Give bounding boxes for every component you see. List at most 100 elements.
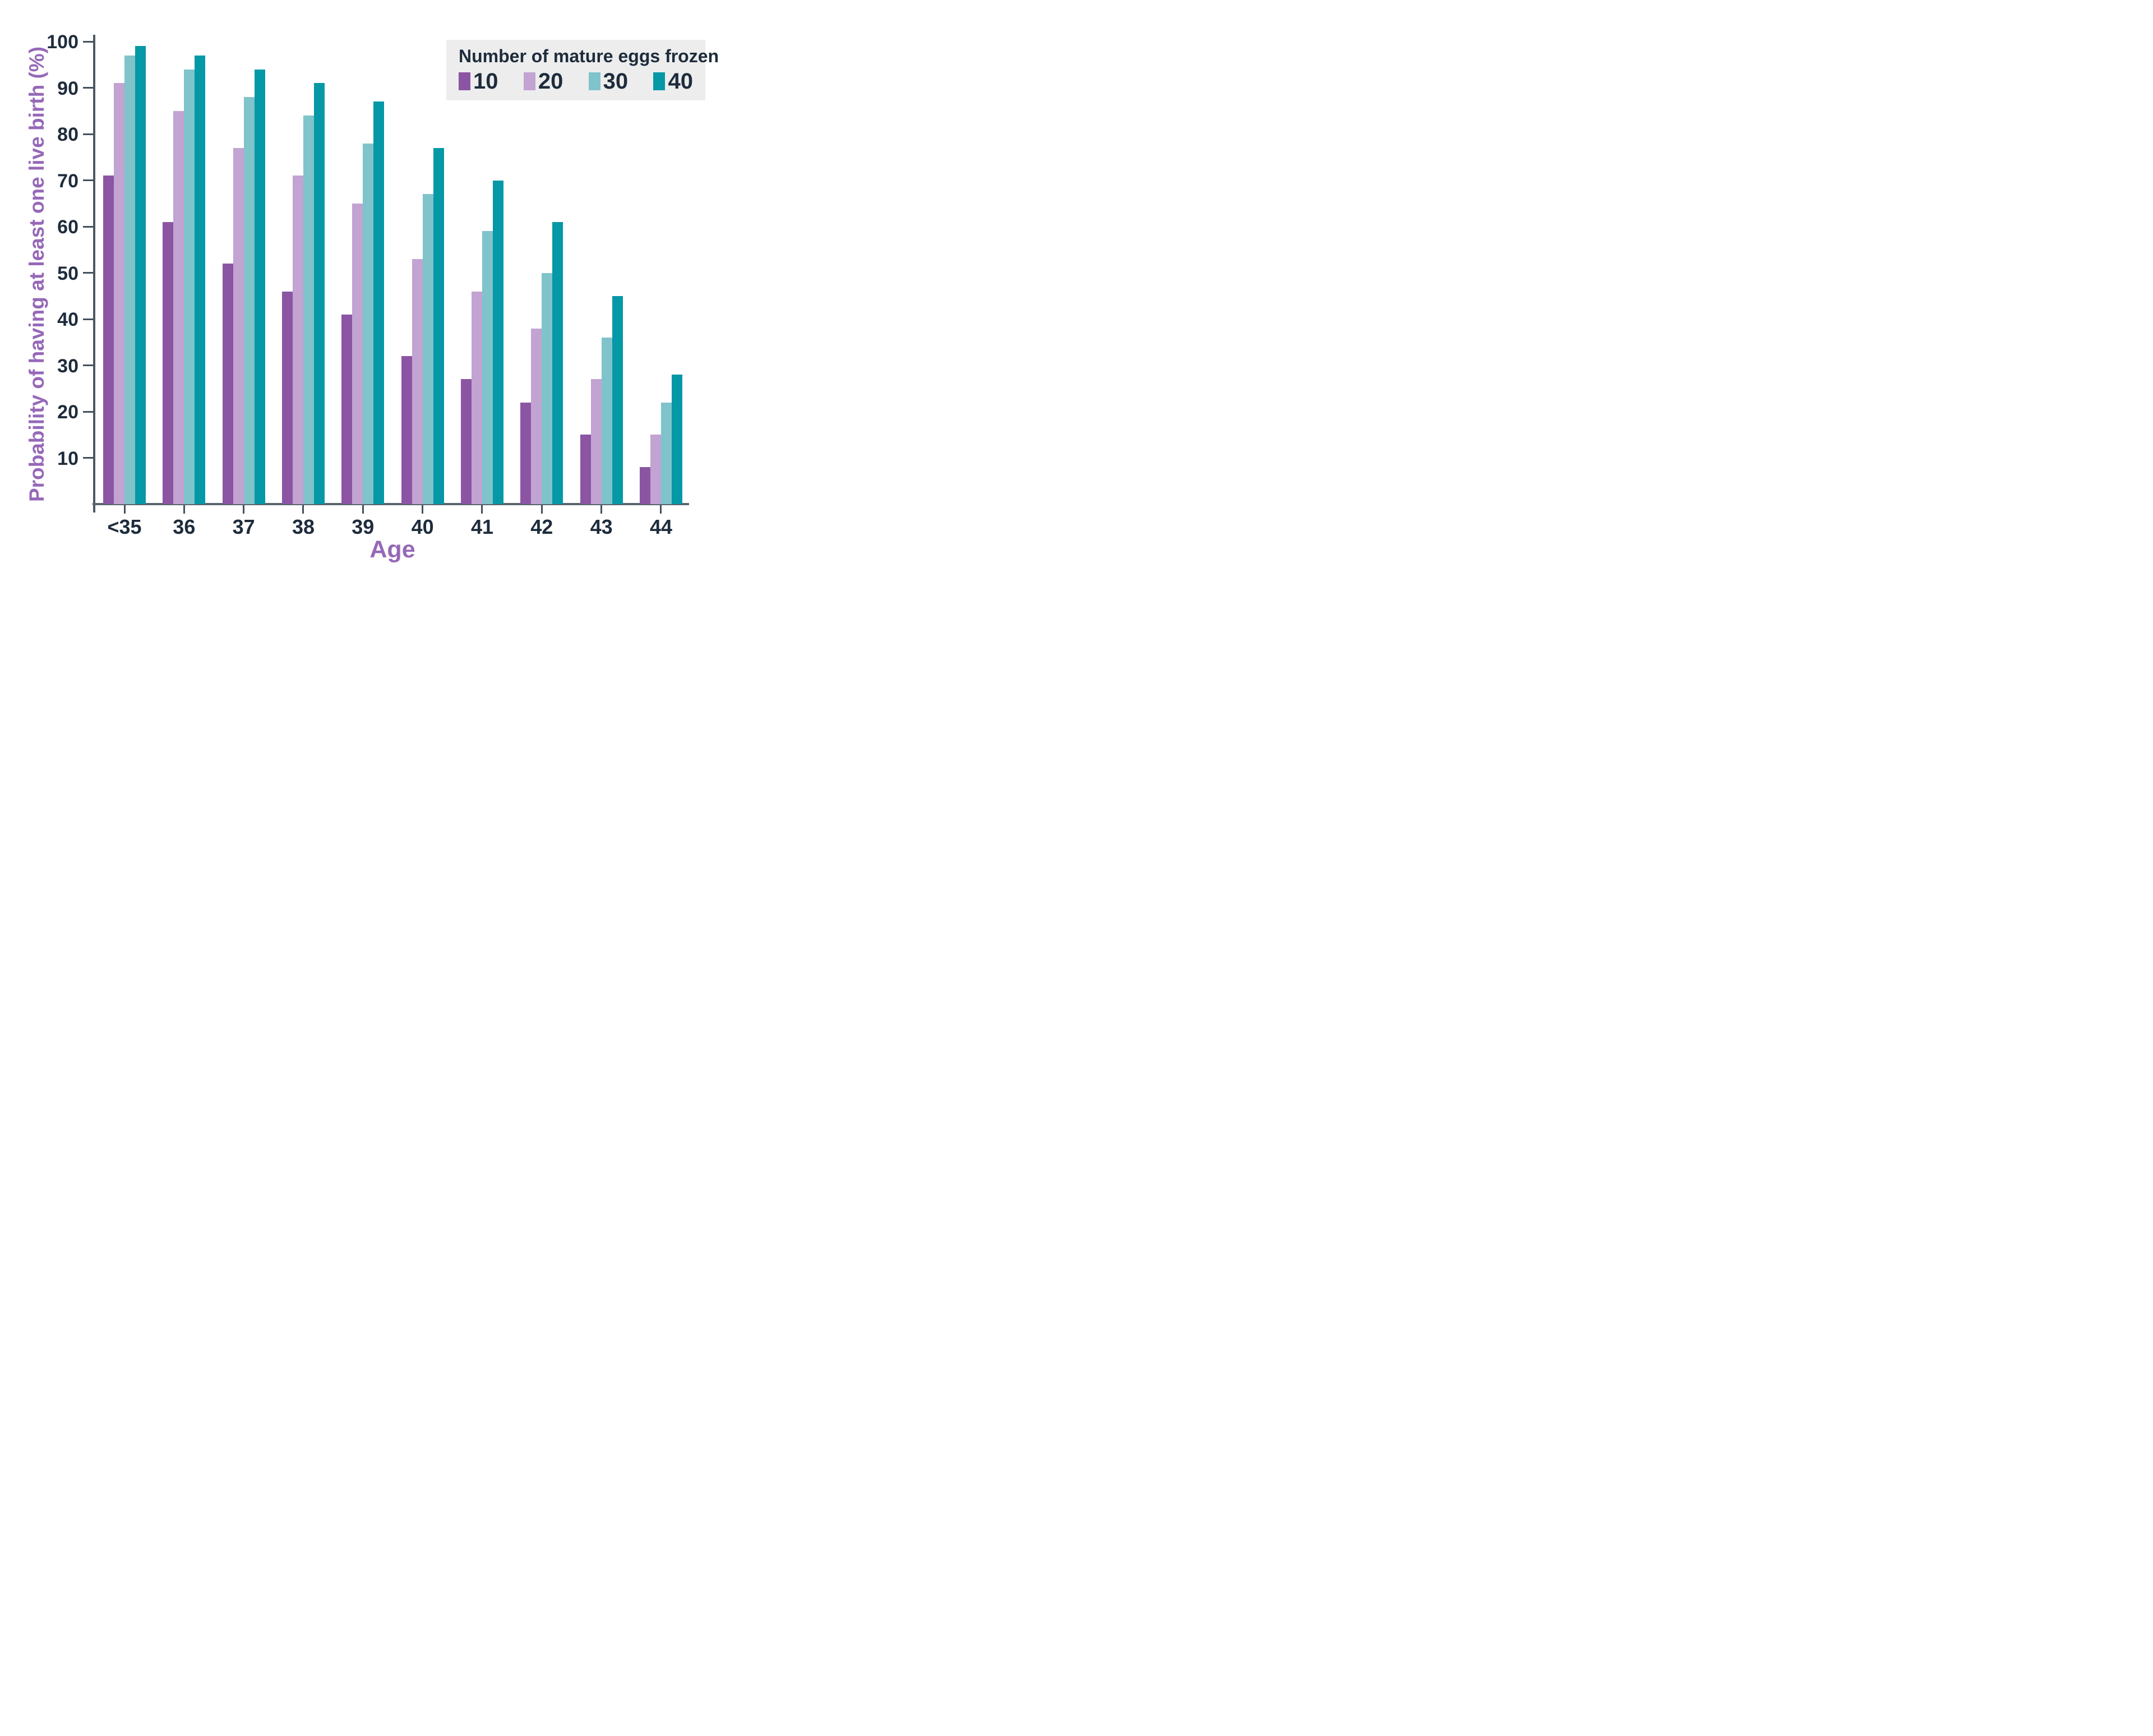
legend-swatch-10 — [459, 72, 470, 91]
legend-swatch-30 — [588, 72, 600, 91]
legend-title: Number of mature eggs frozen — [459, 46, 718, 66]
legend-item-label: 20 — [538, 69, 563, 94]
x-tick-label: 37 — [232, 515, 255, 538]
x-tick-label: 41 — [470, 515, 493, 538]
legend: Number of mature eggs frozen 10 20 30 40 — [446, 40, 718, 100]
bar-10-eggs — [401, 356, 412, 504]
x-tick-label: 38 — [292, 515, 315, 538]
y-tick — [83, 133, 94, 135]
bar-40-eggs — [313, 83, 325, 504]
bar-group-36 — [163, 0, 206, 504]
bar-10-eggs — [639, 467, 650, 504]
bar-30-eggs — [184, 69, 195, 504]
bar-40-eggs — [254, 69, 265, 504]
bar-20-eggs — [352, 203, 363, 504]
bar-group-38 — [281, 0, 325, 504]
x-tick-label: 42 — [530, 515, 553, 538]
legend-swatch-20 — [523, 72, 535, 91]
bar-10-eggs — [222, 264, 233, 504]
y-tick-label: 50 — [57, 262, 78, 284]
bar-40-eggs — [492, 180, 503, 504]
y-tick-label: 10 — [57, 447, 78, 469]
bar-30-eggs — [363, 143, 374, 504]
bar-30-eggs — [601, 338, 612, 504]
bar-group-40 — [401, 0, 444, 504]
x-tick — [540, 505, 543, 514]
bar-10-eggs — [341, 314, 353, 504]
y-tick-label: 70 — [57, 170, 78, 192]
y-tick-label: 90 — [57, 77, 78, 99]
y-tick — [83, 457, 94, 459]
bar-40-eggs — [373, 101, 385, 504]
x-axis-title: Age — [369, 536, 415, 563]
x-tick-label: 43 — [590, 515, 613, 538]
x-tick-label: <35 — [107, 515, 142, 538]
x-tick — [302, 505, 304, 514]
bar-group-41 — [460, 0, 503, 504]
bar-10-eggs — [460, 379, 472, 504]
y-tick-label: 40 — [57, 309, 78, 330]
x-tick — [362, 505, 364, 514]
legend-item-label: 40 — [668, 69, 693, 94]
bar-10-eggs — [281, 291, 293, 504]
y-tick — [83, 225, 94, 228]
bar-20-eggs — [471, 291, 482, 504]
bar-20-eggs — [531, 328, 542, 504]
y-tick — [83, 179, 94, 181]
bar-group-37 — [222, 0, 265, 504]
y-tick — [83, 410, 94, 413]
y-tick-label: 60 — [57, 216, 78, 238]
legend-item-label: 30 — [603, 69, 629, 94]
bar-30-eggs — [482, 231, 493, 504]
legend-item-10: 10 — [459, 70, 498, 93]
y-tick-label: 20 — [57, 401, 78, 423]
bar-10-eggs — [520, 402, 532, 504]
bar-30-eggs — [243, 97, 255, 504]
x-tick — [422, 505, 424, 514]
bar-40-eggs — [135, 46, 146, 504]
bar-20-eggs — [233, 147, 244, 504]
x-tick-label: 40 — [411, 515, 434, 538]
x-tick — [183, 505, 185, 514]
y-tick-label: 80 — [57, 124, 78, 145]
bar-group-42 — [520, 0, 563, 504]
y-tick — [83, 318, 94, 320]
bar-40-eggs — [433, 147, 444, 504]
bar-30-eggs — [124, 55, 135, 504]
legend-item-40: 40 — [653, 70, 693, 93]
y-tick — [83, 272, 94, 274]
bar-40-eggs — [552, 221, 563, 504]
x-tick-label: 36 — [173, 515, 196, 538]
bar-30-eggs — [542, 273, 553, 504]
bar-40-eggs — [195, 55, 206, 504]
legend-items: 10 20 30 40 — [459, 70, 693, 93]
x-tick — [243, 505, 245, 514]
x-tick — [481, 505, 483, 514]
bar-group-39 — [341, 0, 385, 504]
x-tick — [660, 505, 662, 514]
bar-group-44 — [639, 0, 682, 504]
legend-item-30: 30 — [588, 69, 629, 94]
bar-20-eggs — [292, 176, 303, 504]
x-tick-label: 39 — [352, 515, 375, 538]
legend-item-20: 20 — [523, 69, 563, 94]
bar-20-eggs — [650, 435, 661, 504]
y-tick — [83, 40, 94, 43]
bar-20-eggs — [114, 83, 124, 504]
bar-group-lt35 — [103, 0, 146, 504]
y-tick — [83, 364, 94, 366]
bar-40-eggs — [612, 296, 623, 504]
bar-10-eggs — [103, 176, 114, 504]
legend-swatch-40 — [653, 72, 666, 91]
y-axis-line — [93, 35, 95, 513]
bar-10-eggs — [580, 435, 591, 504]
x-axis-line — [93, 503, 689, 505]
y-tick-label: 30 — [57, 355, 78, 377]
y-tick-label: 100 — [47, 31, 78, 53]
legend-item-label: 10 — [473, 69, 498, 94]
bar-chart-figure: Probability of having at least one live … — [0, 0, 718, 579]
bar-20-eggs — [412, 258, 423, 504]
bar-40-eggs — [671, 375, 682, 504]
bar-30-eggs — [660, 402, 672, 504]
bar-20-eggs — [173, 110, 184, 504]
